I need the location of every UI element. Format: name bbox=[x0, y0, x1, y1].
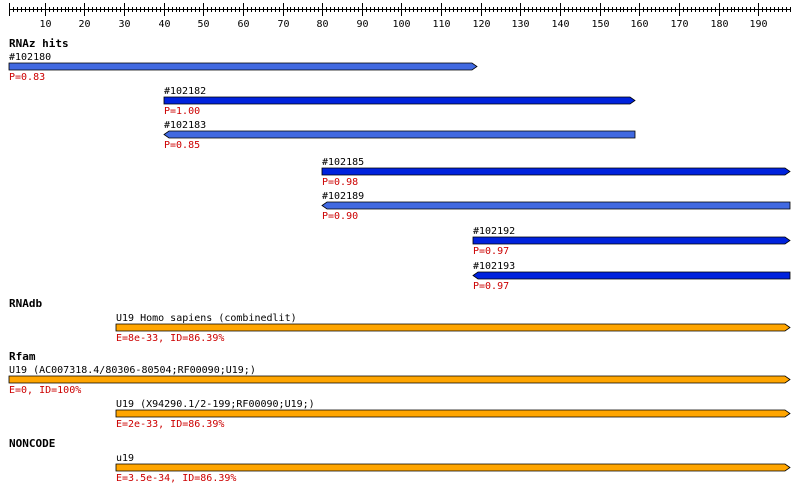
rnaz-feature-bar bbox=[472, 236, 791, 245]
ruler-tick-label: 60 bbox=[237, 19, 249, 30]
ruler-tick-label: 150 bbox=[591, 19, 609, 30]
rnaz-feature-label: #102192 bbox=[473, 226, 515, 237]
rnadb-feature-bar bbox=[115, 323, 791, 332]
ruler-tick-label: 40 bbox=[158, 19, 170, 30]
rnaz-feature-bar bbox=[321, 201, 791, 210]
noncode-feature-label: u19 bbox=[116, 453, 134, 464]
ruler-tick-label: 90 bbox=[356, 19, 368, 30]
ruler-tick-label: 180 bbox=[710, 19, 728, 30]
rnaz-feature-label: #102182 bbox=[164, 86, 206, 97]
rnaz-feature-score: P=0.97 bbox=[473, 281, 509, 292]
rnaz-feature-bar bbox=[8, 62, 478, 71]
noncode-feature-score: E=3.5e-34, ID=86.39% bbox=[116, 473, 236, 484]
rnaz-feature-score: P=0.85 bbox=[164, 140, 200, 151]
ruler-tick-label: 20 bbox=[78, 19, 90, 30]
rfam-section-title: Rfam bbox=[9, 350, 36, 363]
rfam-feature-bar bbox=[115, 409, 791, 418]
rnaz-feature-score: P=1.00 bbox=[164, 106, 200, 117]
rnaz-section-title: RNAz hits bbox=[9, 37, 69, 50]
rnadb-feature-label: U19 Homo sapiens (combinedlit) bbox=[116, 313, 297, 324]
ruler-tick-label: 160 bbox=[630, 19, 648, 30]
rnaz-feature-label: #102189 bbox=[322, 191, 364, 202]
rnaz-feature-bar bbox=[321, 167, 791, 176]
ruler-tick-label: 110 bbox=[432, 19, 450, 30]
rfam-feature-score: E=0, ID=100% bbox=[9, 385, 81, 396]
ruler-tick-label: 190 bbox=[749, 19, 767, 30]
ruler-tick-label: 140 bbox=[551, 19, 569, 30]
ruler-tick-label: 120 bbox=[472, 19, 490, 30]
ruler-tick-label: 130 bbox=[511, 19, 529, 30]
ruler-tick-label: 10 bbox=[39, 19, 51, 30]
ruler-tick-label: 70 bbox=[277, 19, 289, 30]
rnaz-feature-label: #102180 bbox=[9, 52, 51, 63]
rnaz-feature-label: #102185 bbox=[322, 157, 364, 168]
rfam-feature-label: U19 (X94290.1/2-199;RF00090;U19;) bbox=[116, 399, 315, 410]
rnaz-feature-label: #102183 bbox=[164, 120, 206, 131]
rnaz-feature-score: P=0.90 bbox=[322, 211, 358, 222]
ruler-tick-label: 30 bbox=[118, 19, 130, 30]
rnadb-section-title: RNAdb bbox=[9, 297, 42, 310]
ruler-tick-label: 80 bbox=[316, 19, 328, 30]
rnaz-feature-bar bbox=[163, 130, 636, 139]
rnadb-feature-score: E=8e-33, ID=86.39% bbox=[116, 333, 224, 344]
rfam-feature-bar bbox=[8, 375, 791, 384]
noncode-feature-bar bbox=[115, 463, 791, 472]
rnaz-feature-label: #102193 bbox=[473, 261, 515, 272]
rnaz-feature-score: P=0.98 bbox=[322, 177, 358, 188]
rnaz-feature-score: P=0.83 bbox=[9, 72, 45, 83]
rnaz-feature-bar bbox=[163, 96, 636, 105]
rnaz-feature-bar bbox=[472, 271, 791, 280]
noncode-section-title: NONCODE bbox=[9, 437, 55, 450]
ruler-tick-label: 170 bbox=[670, 19, 688, 30]
rfam-feature-label: U19 (AC007318.4/80306-80504;RF00090;U19;… bbox=[9, 365, 256, 376]
rnaz-feature-score: P=0.97 bbox=[473, 246, 509, 257]
ruler-tick-label: 100 bbox=[392, 19, 410, 30]
rfam-feature-score: E=2e-33, ID=86.39% bbox=[116, 419, 224, 430]
ruler-tick-label: 50 bbox=[197, 19, 209, 30]
